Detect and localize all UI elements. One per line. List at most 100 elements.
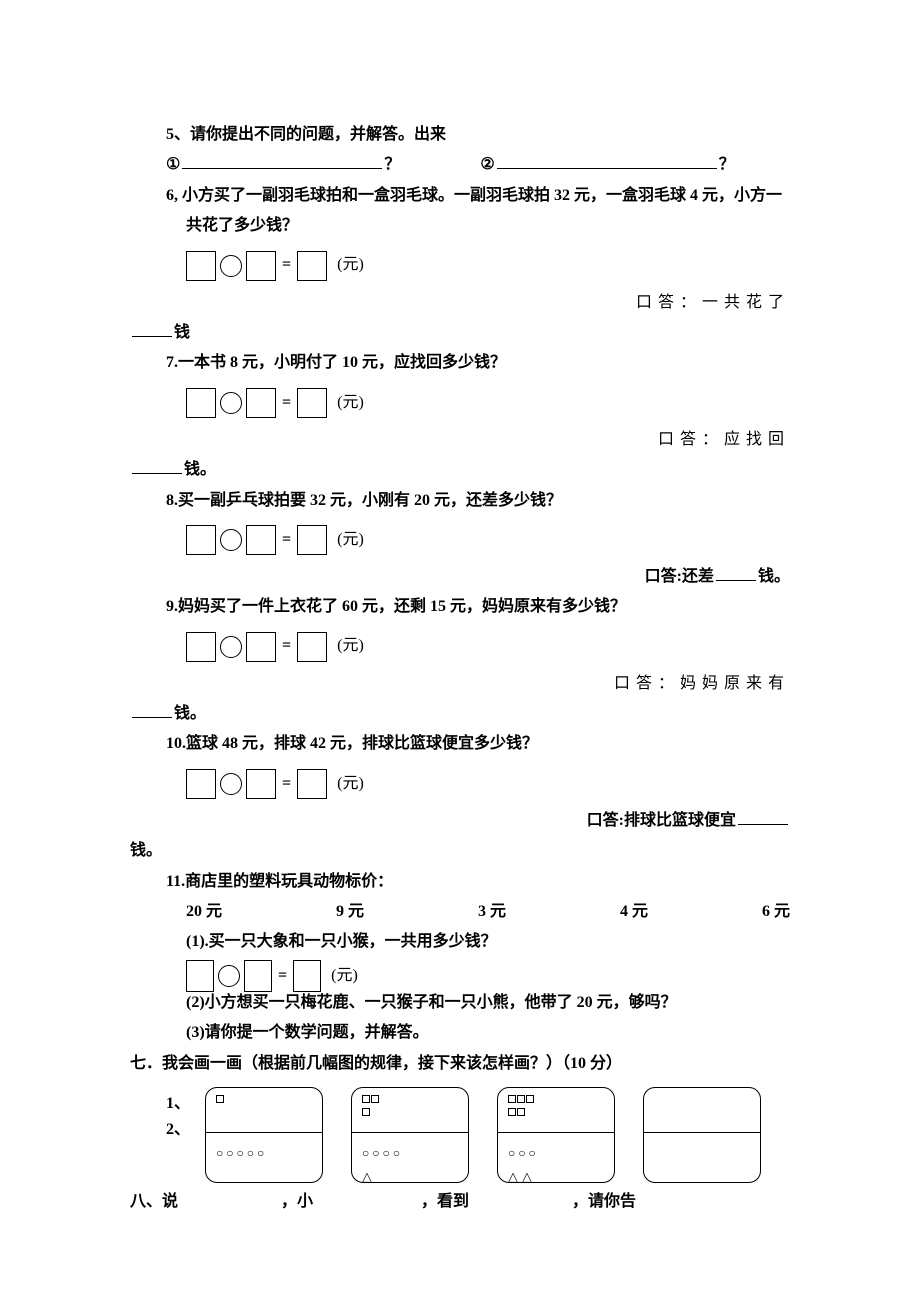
q11-prices: 20 元 9 元 3 元 4 元 6 元	[130, 897, 790, 927]
unit: (元)	[337, 631, 364, 661]
lower-shapes: ○○○○△	[362, 1142, 403, 1189]
text: 口答:还差	[645, 568, 714, 585]
blank[interactable]	[497, 155, 717, 169]
q6-text-b: 共花了多少钱？	[130, 211, 790, 241]
blank[interactable]	[132, 460, 182, 474]
q11-p3: (3)请你提一个数学问题，并解答。	[130, 1018, 790, 1048]
lower-shapes: ○○○○○	[216, 1142, 267, 1165]
pattern-pane-2: ○○○○△	[351, 1087, 469, 1183]
price: 4 元	[620, 897, 648, 927]
qmark: ？	[384, 150, 400, 180]
blank[interactable]	[182, 155, 382, 169]
sec7-title: 七．我会画一画（根据前几幅图的规律，接下来该怎样画？）（10 分）	[130, 1049, 790, 1079]
input-box[interactable]	[246, 525, 276, 555]
q10-equation: = (元)	[130, 764, 790, 804]
q10-text: 10.篮球 48 元，排球 42 元，排球比篮球便宜多少钱？	[130, 729, 790, 759]
q8-ans: 口答:还差 钱。	[130, 562, 790, 592]
operator-box[interactable]	[220, 636, 242, 658]
price: 3 元	[478, 897, 506, 927]
operator-box[interactable]	[220, 773, 242, 795]
upper-shapes	[508, 1094, 535, 1120]
unit: (元)	[331, 961, 358, 991]
equals: =	[282, 769, 291, 799]
input-box[interactable]	[186, 251, 216, 281]
operator-box[interactable]	[220, 255, 242, 277]
operator-box[interactable]	[220, 529, 242, 551]
q7-text: 7.一本书 8 元，小明付了 10 元，应找回多少钱？	[130, 348, 790, 378]
input-box[interactable]	[246, 251, 276, 281]
q9-ans-b: 钱。	[130, 699, 790, 729]
q7-ans-b: 钱。	[130, 455, 790, 485]
pattern-pane-4[interactable]	[643, 1087, 761, 1183]
operator-box[interactable]	[218, 965, 240, 987]
blank[interactable]	[716, 567, 756, 581]
lower-shapes: ○○○△△	[508, 1142, 539, 1189]
q11-p2: (2)小方想买一只梅花鹿、一只猴子和一只小熊，他带了 20 元，够吗？	[130, 988, 790, 1018]
blank[interactable]	[132, 323, 172, 337]
equals: =	[282, 250, 291, 280]
q5-opt1: ①	[166, 150, 180, 180]
input-box[interactable]	[186, 632, 216, 662]
text: 钱。	[184, 461, 216, 478]
input-box[interactable]	[297, 388, 327, 418]
equals: =	[282, 388, 291, 418]
text: ，看到	[421, 1193, 469, 1210]
price: 9 元	[336, 897, 364, 927]
q8-equation: = (元)	[130, 520, 790, 560]
q6-ans-b: 钱	[130, 318, 790, 348]
text: 钱。	[758, 568, 790, 585]
q9-text: 9.妈妈买了一件上衣花了 60 元，还剩 15 元，妈妈原来有多少钱？	[130, 592, 790, 622]
text: 口答:排球比篮球便宜	[587, 812, 736, 829]
q5-opt2: ②	[480, 150, 494, 180]
pattern-area: 1、 2、 ○○○○○ ○○○○△ ○○○△△	[130, 1087, 790, 1197]
q6-text-a: 6, 小方买了一副羽毛球拍和一盒羽毛球。一副羽毛球拍 32 元，一盒羽毛球 4 …	[130, 181, 790, 211]
q10-ans-b: 钱。	[130, 836, 790, 866]
sec7-l2: 2、	[166, 1115, 190, 1145]
q11-title: 11.商店里的塑料玩具动物标价：	[130, 867, 790, 897]
input-box[interactable]	[297, 525, 327, 555]
q7-equation: = (元)	[130, 383, 790, 423]
input-box[interactable]	[186, 769, 216, 799]
q6-ans-a: 口答：一共花了	[130, 288, 790, 318]
qmark: ？	[719, 150, 735, 180]
input-box[interactable]	[297, 769, 327, 799]
q9-equation: = (元)	[130, 627, 790, 667]
text: ，请你告	[572, 1193, 636, 1210]
unit: (元)	[337, 250, 364, 280]
operator-box[interactable]	[220, 392, 242, 414]
q7-ans-a: 口答：应找回	[130, 425, 790, 455]
input-box[interactable]	[297, 632, 327, 662]
q11-p1: (1).买一只大象和一只小猴，一共用多少钱？	[130, 927, 790, 957]
unit: (元)	[337, 769, 364, 799]
price: 6 元	[762, 897, 790, 927]
q8-text: 8.买一副乒乓球拍要 32 元，小刚有 20 元，还差多少钱？	[130, 486, 790, 516]
input-box[interactable]	[246, 388, 276, 418]
upper-shapes	[362, 1094, 380, 1120]
equals: =	[282, 525, 291, 555]
equals: =	[282, 631, 291, 661]
text: ，小	[281, 1193, 313, 1210]
unit: (元)	[337, 525, 364, 555]
equals: =	[278, 961, 287, 991]
q5-blanks: ① ？ ② ？	[130, 150, 790, 180]
q10-ans: 口答:排球比篮球便宜	[130, 806, 790, 836]
price: 20 元	[186, 897, 222, 927]
q5-title: 5、请你提出不同的问题，并解答。出来	[130, 120, 790, 150]
pattern-pane-1: ○○○○○	[205, 1087, 323, 1183]
text: 钱。	[174, 705, 206, 722]
input-box[interactable]	[297, 251, 327, 281]
unit: (元)	[337, 388, 364, 418]
blank[interactable]	[738, 811, 788, 825]
text: 八、说	[130, 1193, 178, 1210]
input-box[interactable]	[246, 769, 276, 799]
sec8-line: 八、说 ，小 ，看到 ，请你告	[0, 1187, 920, 1217]
input-box[interactable]	[186, 525, 216, 555]
pattern-pane-3: ○○○△△	[497, 1087, 615, 1183]
q6-equation: = (元)	[130, 246, 790, 286]
upper-shapes	[216, 1094, 225, 1107]
input-box[interactable]	[246, 632, 276, 662]
text: 钱	[174, 324, 190, 341]
input-box[interactable]	[186, 388, 216, 418]
blank[interactable]	[132, 704, 172, 718]
q9-ans-a: 口答：妈妈原来有	[130, 669, 790, 699]
